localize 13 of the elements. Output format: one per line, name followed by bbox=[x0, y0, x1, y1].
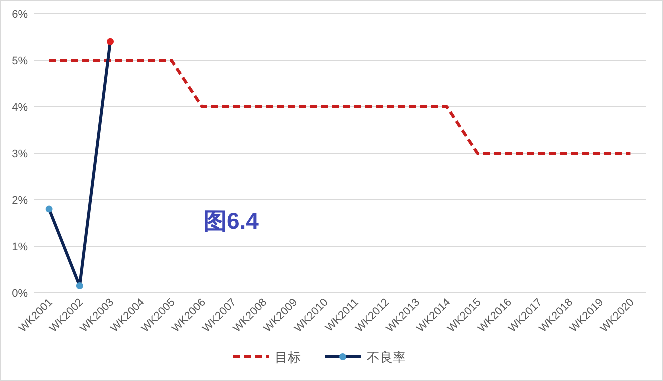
legend-label: 目标 bbox=[275, 350, 301, 365]
y-tick-label: 1% bbox=[12, 242, 28, 254]
point bbox=[46, 206, 53, 213]
point bbox=[76, 282, 84, 290]
y-tick-label: 3% bbox=[12, 148, 28, 160]
y-tick-label: 0% bbox=[12, 288, 28, 300]
point bbox=[107, 38, 114, 46]
legend-label: 不良率 bbox=[367, 350, 406, 365]
annotation: 图6.4 bbox=[204, 208, 260, 234]
y-tick-label: 6% bbox=[12, 9, 28, 21]
y-tick-label: 4% bbox=[12, 102, 28, 114]
y-tick-label: 2% bbox=[12, 195, 28, 207]
y-tick-label: 5% bbox=[12, 56, 28, 68]
